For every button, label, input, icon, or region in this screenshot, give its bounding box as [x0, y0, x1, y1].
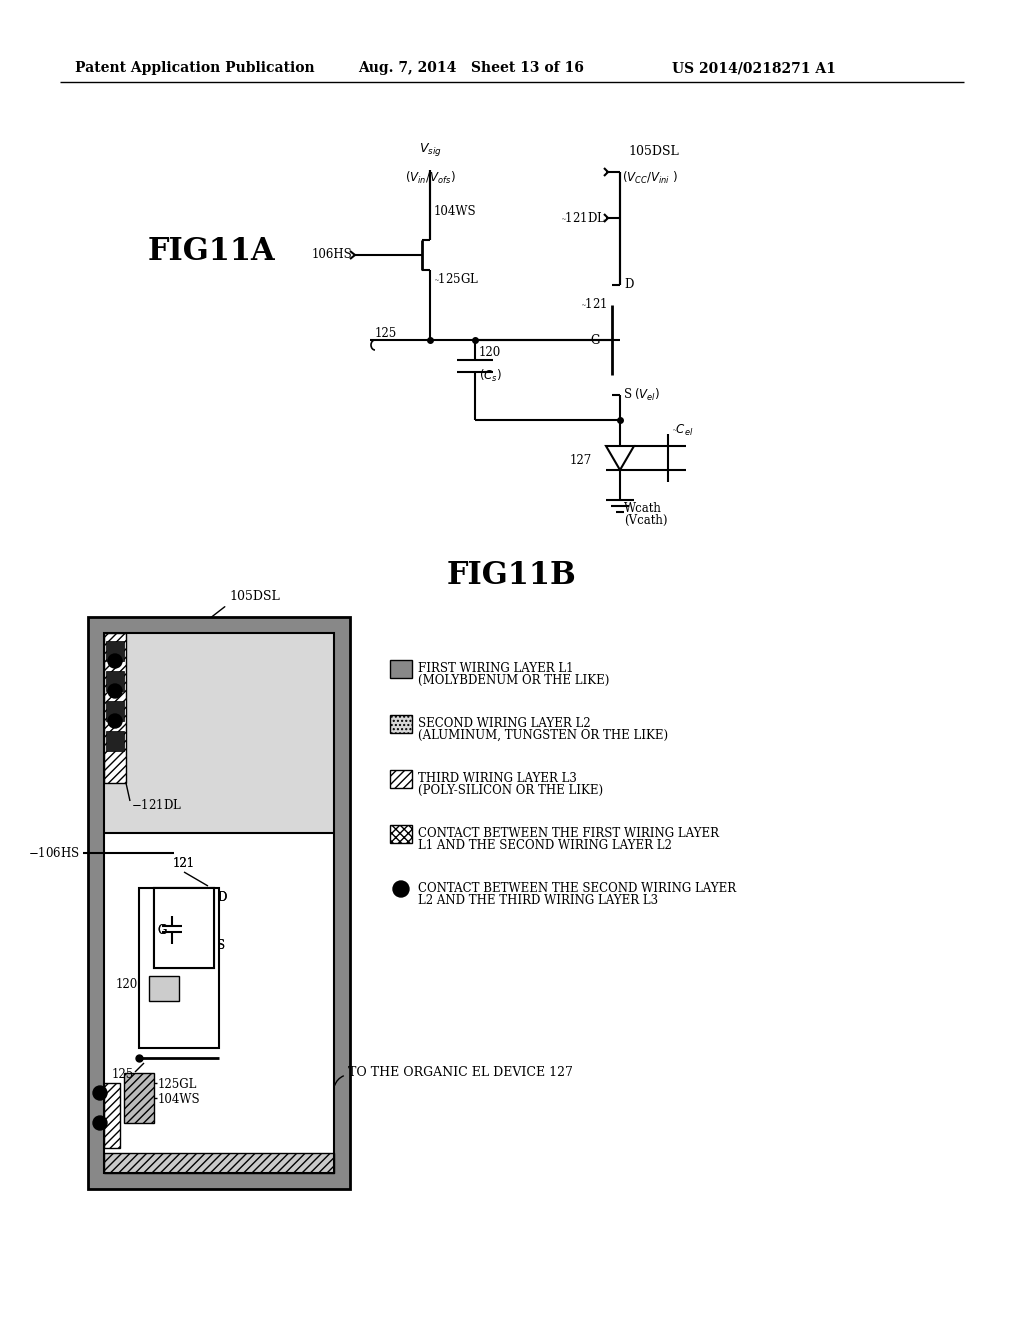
Text: 125: 125	[112, 1068, 134, 1081]
Text: (ALUMINUM, TUNGSTEN OR THE LIKE): (ALUMINUM, TUNGSTEN OR THE LIKE)	[418, 729, 668, 742]
Bar	[139, 888, 219, 1048]
Bar	[154, 888, 214, 968]
Bar	[154, 888, 214, 968]
Text: (MOLYBDENUM OR THE LIKE): (MOLYBDENUM OR THE LIKE)	[418, 675, 609, 686]
Text: $\widetilde{\ }$121DL: $\widetilde{\ }$121DL	[561, 211, 606, 224]
Text: 127: 127	[569, 454, 592, 466]
Text: (POLY-SILICON OR THE LIKE): (POLY-SILICON OR THE LIKE)	[418, 784, 603, 797]
Bar	[88, 616, 104, 1189]
Text: $(C_s)$: $(C_s)$	[479, 368, 502, 384]
Text: D: D	[217, 891, 226, 904]
Text: Wcath: Wcath	[624, 502, 662, 515]
Bar	[104, 634, 126, 783]
Text: 106HS: 106HS	[311, 248, 352, 261]
Text: $(V_{CC}/V_{ini}\ )$: $(V_{CC}/V_{ini}\ )$	[622, 170, 678, 186]
Text: (Vcath): (Vcath)	[624, 513, 668, 527]
Bar	[104, 1152, 334, 1173]
Circle shape	[108, 714, 122, 729]
Bar	[124, 1073, 154, 1123]
Bar	[106, 701, 124, 721]
Text: 104WS: 104WS	[158, 1093, 201, 1106]
Text: G: G	[157, 924, 166, 937]
Text: 121: 121	[173, 857, 195, 870]
Text: THIRD WIRING LAYER L3: THIRD WIRING LAYER L3	[418, 772, 577, 785]
Text: 120: 120	[116, 978, 138, 991]
Text: SECOND WIRING LAYER L2: SECOND WIRING LAYER L2	[418, 717, 591, 730]
Text: FIG11B: FIG11B	[447, 560, 577, 590]
Bar	[104, 634, 334, 1173]
Bar	[334, 616, 350, 1189]
Circle shape	[93, 1115, 106, 1130]
Bar	[390, 770, 412, 788]
Text: $(V_{el})$: $(V_{el})$	[634, 387, 659, 403]
Text: S: S	[624, 388, 632, 401]
Text: S: S	[217, 939, 225, 952]
Bar	[106, 642, 124, 661]
Text: 105DSL: 105DSL	[229, 590, 280, 603]
Bar	[106, 731, 124, 751]
Text: $\widetilde{\ }C_{el}$: $\widetilde{\ }C_{el}$	[672, 422, 693, 438]
Text: $V_{sig}$: $V_{sig}$	[419, 141, 441, 158]
Text: S: S	[217, 939, 225, 952]
Text: US 2014/0218271 A1: US 2014/0218271 A1	[672, 61, 836, 75]
Text: G: G	[157, 924, 166, 937]
Text: G: G	[591, 334, 600, 346]
Text: 125: 125	[375, 327, 397, 341]
Bar	[104, 1082, 120, 1148]
Text: 105DSL: 105DSL	[628, 145, 679, 158]
Circle shape	[108, 684, 122, 698]
Text: D: D	[217, 891, 226, 904]
FancyArrowPatch shape	[335, 1076, 343, 1085]
Text: 121: 121	[173, 857, 195, 870]
Circle shape	[108, 653, 122, 668]
Text: $\widetilde{\ }$121: $\widetilde{\ }$121	[582, 297, 608, 312]
Bar	[150, 975, 179, 1001]
Bar	[104, 634, 334, 1173]
Bar	[106, 671, 124, 690]
Circle shape	[93, 1086, 106, 1100]
Text: CONTACT BETWEEN THE SECOND WIRING LAYER: CONTACT BETWEEN THE SECOND WIRING LAYER	[418, 882, 736, 895]
Text: $\widetilde{\ }$125GL: $\widetilde{\ }$125GL	[434, 272, 479, 286]
Bar	[88, 616, 350, 1189]
Text: 120: 120	[479, 346, 502, 359]
Text: $(V_{in}/V_{ofs})$: $(V_{in}/V_{ofs})$	[404, 170, 456, 186]
Bar	[390, 825, 412, 843]
Text: L1 AND THE SECOND WIRING LAYER L2: L1 AND THE SECOND WIRING LAYER L2	[418, 840, 672, 851]
Bar	[390, 715, 412, 733]
Bar	[88, 1173, 350, 1189]
Text: $-$121DL: $-$121DL	[131, 799, 182, 812]
Text: Aug. 7, 2014   Sheet 13 of 16: Aug. 7, 2014 Sheet 13 of 16	[358, 61, 584, 75]
Text: FIRST WIRING LAYER L1: FIRST WIRING LAYER L1	[418, 663, 573, 675]
Text: CONTACT BETWEEN THE FIRST WIRING LAYER: CONTACT BETWEEN THE FIRST WIRING LAYER	[418, 828, 719, 840]
Text: D: D	[624, 279, 634, 292]
Circle shape	[393, 880, 409, 898]
Bar	[88, 616, 350, 1189]
Text: TO THE ORGANIC EL DEVICE 127: TO THE ORGANIC EL DEVICE 127	[348, 1067, 572, 1080]
Text: 104WS: 104WS	[434, 205, 476, 218]
Text: 125GL: 125GL	[158, 1078, 198, 1092]
Text: L2 AND THE THIRD WIRING LAYER L3: L2 AND THE THIRD WIRING LAYER L3	[418, 894, 658, 907]
Bar	[88, 616, 350, 634]
Text: $-$106HS: $-$106HS	[29, 846, 80, 861]
Bar	[104, 634, 334, 833]
Text: FIG11A: FIG11A	[148, 236, 275, 268]
Bar	[390, 660, 412, 678]
Text: Patent Application Publication: Patent Application Publication	[75, 61, 314, 75]
